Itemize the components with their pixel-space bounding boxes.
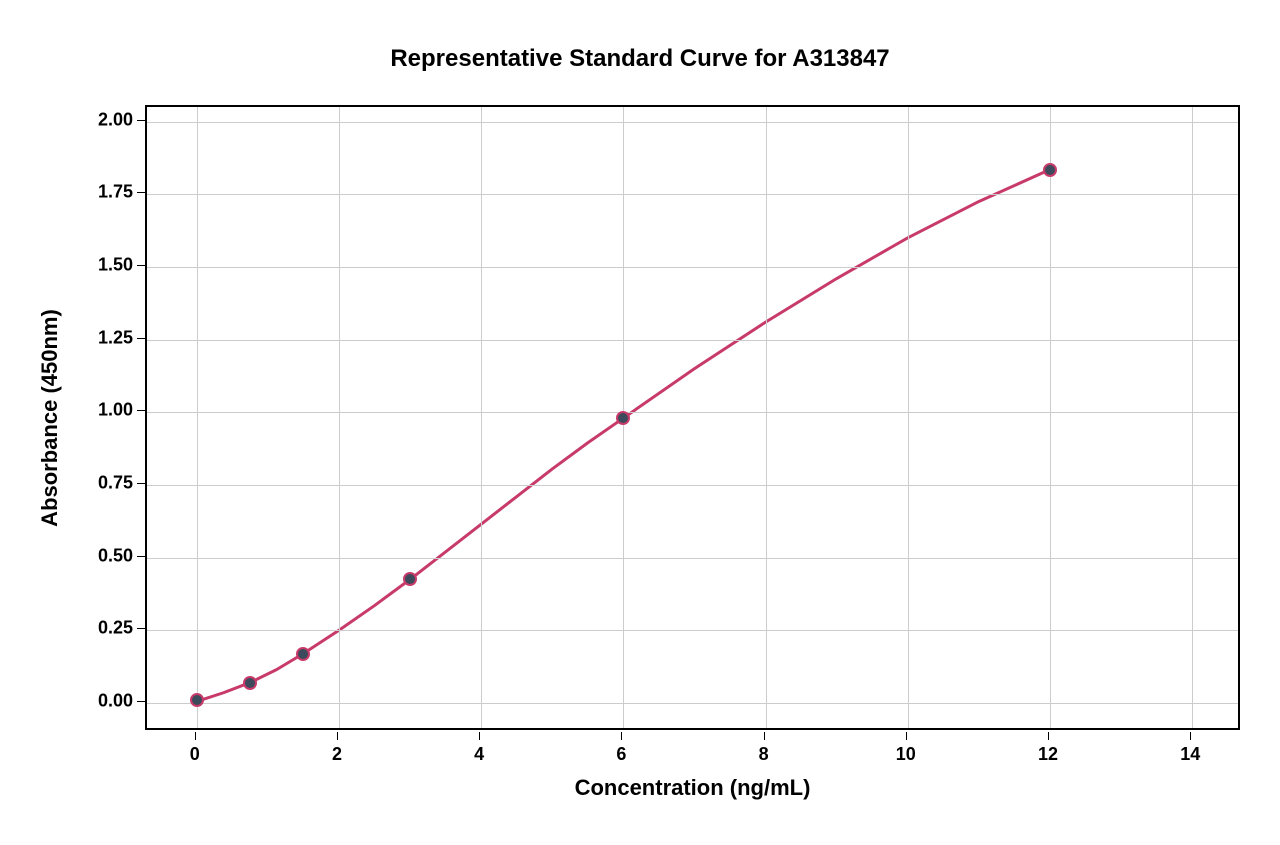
grid-line-horizontal — [147, 412, 1238, 413]
y-tick — [137, 338, 145, 339]
data-point — [190, 693, 204, 707]
chart-title: Representative Standard Curve for A31384… — [0, 45, 1280, 73]
grid-line-vertical — [481, 107, 482, 728]
x-tick-label: 2 — [332, 744, 342, 765]
grid-line-vertical — [908, 107, 909, 728]
x-tick-label: 8 — [759, 744, 769, 765]
y-tick-label: 1.00 — [85, 400, 133, 421]
x-tick — [621, 732, 622, 740]
y-tick — [137, 265, 145, 266]
grid-line-horizontal — [147, 267, 1238, 268]
data-point — [616, 411, 630, 425]
grid-line-vertical — [766, 107, 767, 728]
x-tick-label: 0 — [190, 744, 200, 765]
x-tick-label: 6 — [616, 744, 626, 765]
y-tick — [137, 556, 145, 557]
grid-line-horizontal — [147, 194, 1238, 195]
data-point — [296, 647, 310, 661]
grid-line-horizontal — [147, 485, 1238, 486]
grid-line-horizontal — [147, 703, 1238, 704]
grid-line-horizontal — [147, 558, 1238, 559]
grid-line-vertical — [1050, 107, 1051, 728]
y-tick-label: 1.50 — [85, 254, 133, 275]
x-tick — [195, 732, 196, 740]
y-axis-label: Absorbance (450nm) — [37, 309, 63, 527]
y-tick — [137, 701, 145, 702]
x-tick — [764, 732, 765, 740]
y-tick — [137, 410, 145, 411]
y-tick — [137, 628, 145, 629]
x-tick-label: 12 — [1038, 744, 1058, 765]
x-tick — [1048, 732, 1049, 740]
x-axis-label: Concentration (ng/mL) — [575, 775, 811, 801]
x-tick-label: 10 — [896, 744, 916, 765]
x-tick — [479, 732, 480, 740]
data-point — [1043, 163, 1057, 177]
grid-line-vertical — [339, 107, 340, 728]
y-tick-label: 2.00 — [85, 109, 133, 130]
grid-line-horizontal — [147, 630, 1238, 631]
x-tick — [1190, 732, 1191, 740]
y-tick-label: 0.75 — [85, 472, 133, 493]
y-tick-label: 0.25 — [85, 618, 133, 639]
grid-line-vertical — [197, 107, 198, 728]
y-tick-label: 0.50 — [85, 545, 133, 566]
grid-line-horizontal — [147, 122, 1238, 123]
curve-line — [147, 107, 1242, 732]
plot-area — [145, 105, 1240, 730]
chart-container: Representative Standard Curve for A31384… — [0, 0, 1280, 845]
y-tick — [137, 192, 145, 193]
x-tick — [337, 732, 338, 740]
grid-line-horizontal — [147, 340, 1238, 341]
x-tick-label: 4 — [474, 744, 484, 765]
y-tick — [137, 483, 145, 484]
y-tick-label: 1.25 — [85, 327, 133, 348]
grid-line-vertical — [1192, 107, 1193, 728]
y-tick-label: 0.00 — [85, 690, 133, 711]
x-tick — [906, 732, 907, 740]
data-point — [403, 572, 417, 586]
y-tick — [137, 120, 145, 121]
y-tick-label: 1.75 — [85, 182, 133, 203]
data-point — [243, 676, 257, 690]
x-tick-label: 14 — [1180, 744, 1200, 765]
